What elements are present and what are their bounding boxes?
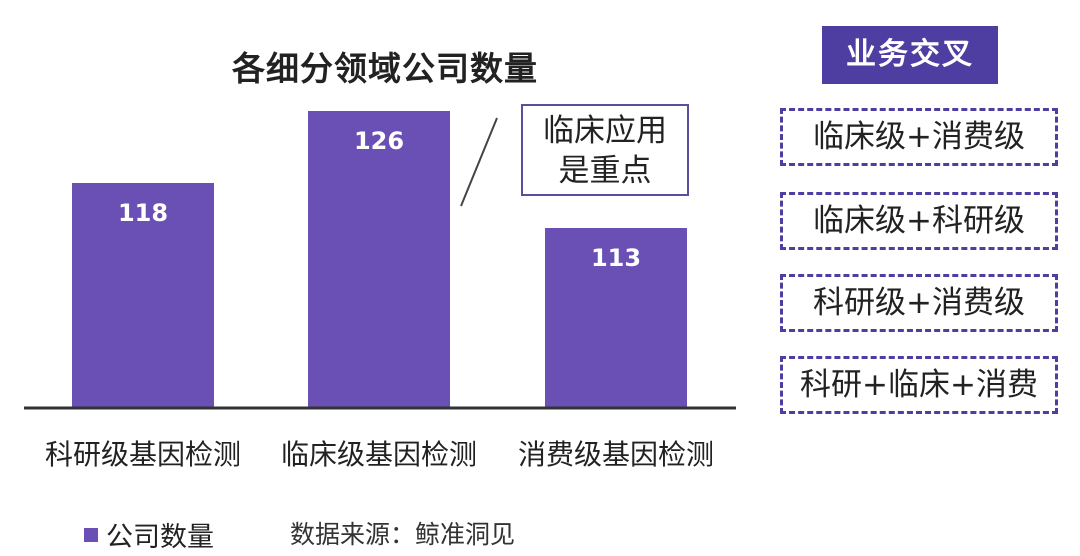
callout-pointer-line	[460, 117, 498, 207]
callout-line-2: 是重点	[558, 153, 652, 189]
cross-item-1: 临床级+消费级	[780, 108, 1058, 166]
legend-swatch	[84, 527, 98, 542]
legend-label: 公司数量	[106, 522, 214, 553]
cross-item-2: 临床级+科研级	[780, 192, 1058, 250]
callout-line-1: 临床应用	[543, 113, 667, 149]
chart-title: 各细分领域公司数量	[232, 49, 538, 88]
x-tick-label-2: 临床级基因检测	[281, 438, 477, 471]
cross-item-3: 科研级+消费级	[780, 274, 1058, 332]
bar-3	[545, 228, 687, 408]
bar-value-label-1: 118	[118, 199, 168, 227]
bar-1	[72, 183, 214, 408]
cross-item-4: 科研+临床+消费	[780, 356, 1058, 414]
bar-chart: 118 科研级基因检测 126 临床级基因检测 113 消费级基因检测	[24, 111, 736, 471]
data-source: 数据来源：鲸准洞见	[290, 520, 516, 549]
bar-value-label-2: 126	[354, 127, 404, 155]
cross-panel-title: 业务交叉	[822, 26, 998, 84]
x-tick-label-1: 科研级基因检测	[45, 438, 241, 471]
callout-box: 临床应用 是重点	[521, 104, 689, 196]
x-tick-label-3: 消费级基因检测	[518, 438, 714, 471]
bar-value-label-3: 113	[591, 244, 641, 272]
legend: 公司数量	[84, 515, 214, 554]
bar-2	[308, 111, 450, 408]
